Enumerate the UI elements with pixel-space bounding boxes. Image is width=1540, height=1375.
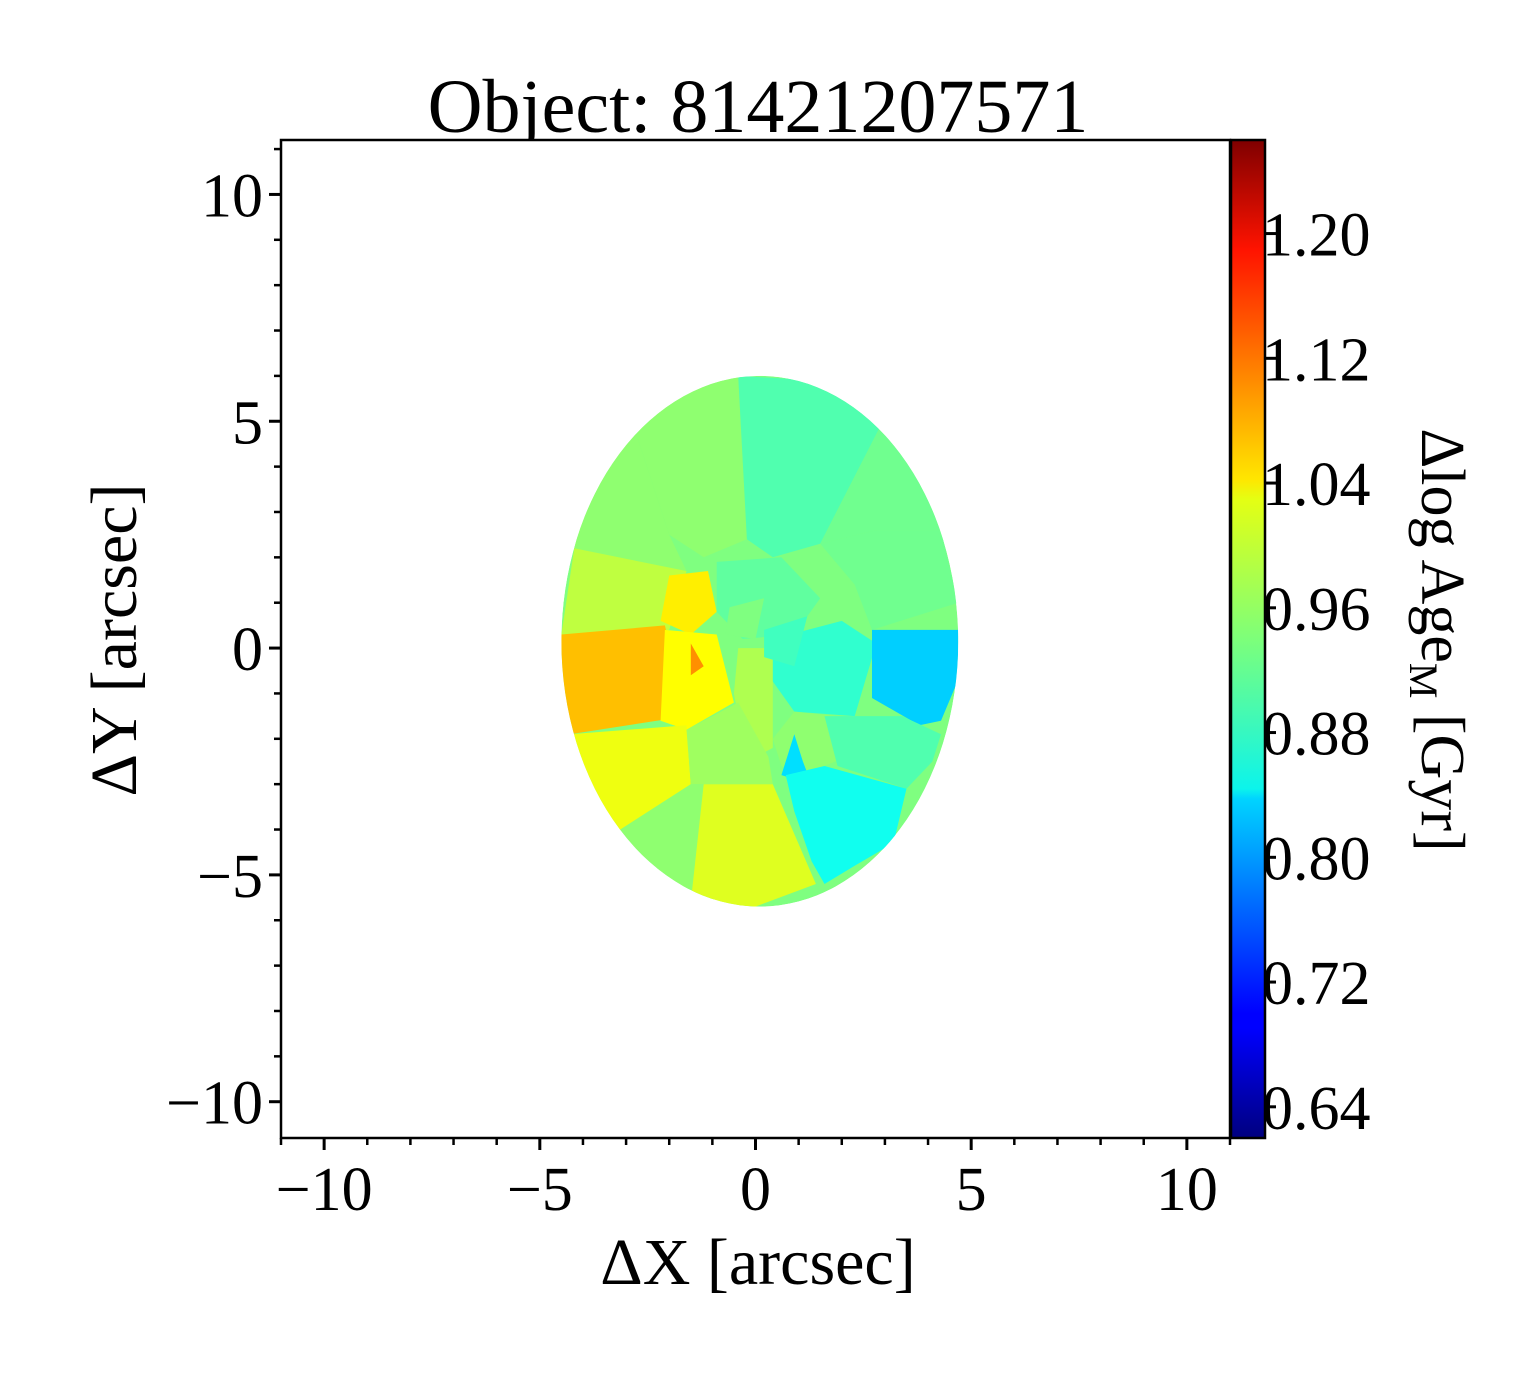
x-tick-label: −5 [507, 1156, 573, 1224]
x-tick-label: −10 [276, 1156, 373, 1224]
map-region-3 [574, 403, 687, 571]
map-region-1 [738, 375, 881, 558]
map-region-20 [824, 716, 941, 789]
map-region-5 [820, 530, 959, 630]
colorbar-tick-label: 0.72 [1262, 950, 1371, 1018]
y-axis-ticks: 10 5 0 −5 −10 [166, 147, 281, 1138]
map-region-15 [686, 702, 773, 785]
map-region-7 [561, 625, 687, 735]
y-tick-label: 10 [201, 162, 263, 230]
plot-area: −10 −5 0 5 10 10 5 0 −5 −10 [166, 138, 1232, 1224]
colorbar-label-main: Δlog Age [1408, 428, 1476, 662]
colorbar-label: Δlog AgeM [Gyr] [1401, 428, 1476, 851]
y-tick-label: 5 [232, 389, 263, 457]
x-tick-label: 0 [740, 1156, 771, 1224]
colorbar-tick-label: 1.04 [1262, 451, 1371, 519]
y-axis-label: ΔY [arcsec] [78, 484, 151, 797]
colorbar-tick-label: 0.64 [1262, 1075, 1371, 1143]
colorbar-label-unit: [Gyr] [1408, 698, 1476, 851]
age-map [561, 375, 959, 907]
x-tick-label: 5 [956, 1156, 987, 1224]
map-region-12 [872, 629, 959, 726]
map-region-8 [660, 629, 734, 730]
colorbar-tick-label: 0.88 [1262, 701, 1371, 769]
x-axis-ticks: −10 −5 0 5 10 [276, 1138, 1232, 1224]
colorbar-label-sub: M [1401, 663, 1446, 699]
y-tick-label: 0 [232, 616, 263, 684]
map-regions [561, 375, 959, 907]
chart-title: Object: 81421207571 [428, 65, 1089, 149]
x-tick-label: 10 [1156, 1156, 1218, 1224]
y-tick-label: −10 [166, 1070, 263, 1138]
map-region-21 [785, 766, 907, 884]
map-region-4 [561, 548, 687, 635]
map-region-9 [690, 643, 704, 676]
map-region-23 [764, 616, 808, 667]
colorbar-tick-label: 0.96 [1262, 576, 1371, 644]
map-region-0 [626, 375, 747, 558]
map-region-22 [725, 598, 765, 639]
colorbar-tick-label: 1.12 [1262, 326, 1371, 394]
colorbar-gradient [1229, 138, 1267, 1140]
colorbar-tick-label: 1.20 [1262, 202, 1371, 270]
y-tick-label: −5 [197, 843, 263, 911]
colorbar: 1.20 1.12 1.04 0.96 0.88 0.80 0.72 0.64 Δlog Ag… [1229, 138, 1476, 1143]
map-region-2 [820, 425, 941, 544]
map-region-6 [660, 571, 717, 635]
x-axis-label: ΔX [arcsec] [600, 1226, 915, 1299]
colorbar-ticks: 1.20 1.12 1.04 0.96 0.88 0.80 0.72 0.64 [1262, 202, 1371, 1143]
colorbar-tick-label: 0.80 [1262, 825, 1371, 893]
map-region-17 [690, 784, 816, 907]
